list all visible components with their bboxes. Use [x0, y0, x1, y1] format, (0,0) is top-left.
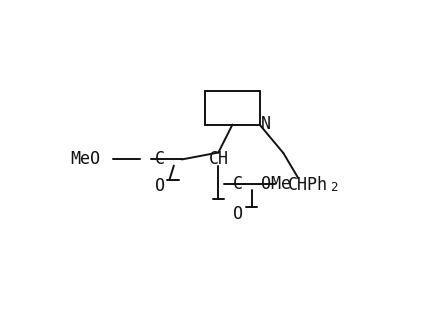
Text: CHPh: CHPh: [289, 176, 328, 194]
Text: O: O: [233, 204, 243, 222]
Text: O: O: [155, 177, 165, 195]
Text: 2: 2: [330, 181, 338, 194]
Text: N: N: [260, 115, 270, 133]
Text: MeO: MeO: [71, 151, 101, 168]
Text: CH: CH: [208, 151, 229, 168]
Text: OMe: OMe: [260, 174, 291, 192]
Text: C: C: [155, 151, 165, 168]
Text: C: C: [233, 174, 243, 192]
